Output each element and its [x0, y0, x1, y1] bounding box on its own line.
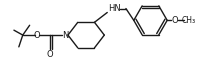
Text: CH₃: CH₃: [182, 16, 196, 25]
Text: O: O: [47, 50, 54, 59]
Text: N: N: [62, 31, 68, 40]
Text: O: O: [33, 31, 40, 40]
Text: HN: HN: [108, 4, 121, 13]
Text: O: O: [172, 16, 178, 25]
